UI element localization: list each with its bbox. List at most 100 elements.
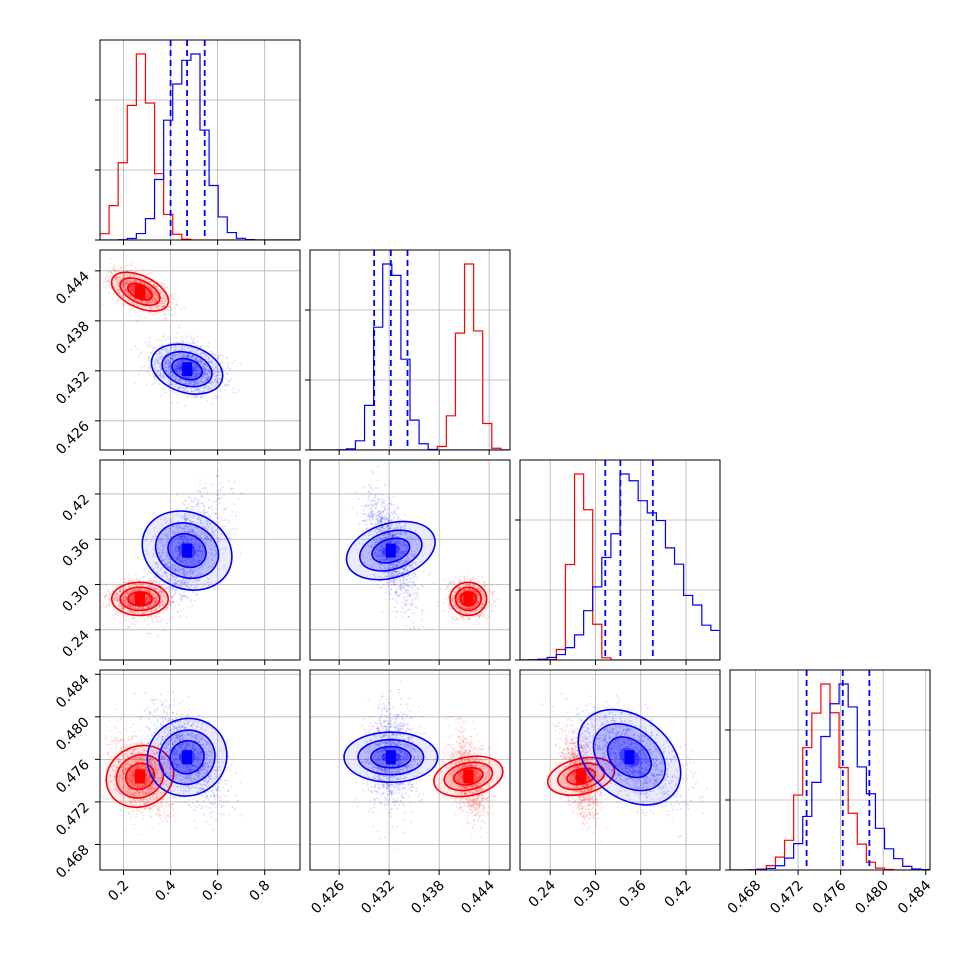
sample-point bbox=[180, 356, 183, 359]
sample-point bbox=[224, 508, 227, 510]
sample-point bbox=[184, 537, 187, 540]
sample-point bbox=[162, 335, 165, 338]
sample-point bbox=[169, 381, 172, 383]
sample-point bbox=[160, 601, 162, 604]
sample-point bbox=[117, 595, 120, 598]
sample-point bbox=[172, 541, 175, 544]
sample-point bbox=[122, 588, 125, 591]
sample-point bbox=[156, 306, 159, 309]
sample-point bbox=[194, 369, 196, 372]
sample-point bbox=[119, 278, 122, 280]
sample-point bbox=[197, 549, 200, 552]
sample-point bbox=[193, 355, 195, 357]
sample-point bbox=[124, 288, 127, 290]
histogram-red bbox=[100, 53, 300, 240]
sample-point bbox=[193, 500, 195, 503]
sample-point bbox=[184, 518, 187, 521]
sample-point bbox=[133, 274, 136, 277]
sample-point bbox=[118, 291, 121, 294]
sample-point bbox=[131, 597, 133, 599]
sample-point bbox=[115, 277, 118, 280]
sample-point bbox=[173, 376, 176, 379]
sample-point bbox=[171, 374, 174, 377]
sample-point bbox=[125, 592, 128, 595]
sample-point bbox=[167, 363, 170, 365]
sample-point bbox=[129, 306, 132, 308]
sample-point bbox=[149, 293, 152, 295]
sample-point bbox=[164, 369, 167, 372]
sample-point bbox=[174, 527, 177, 529]
sample-point bbox=[122, 607, 125, 609]
sample-point bbox=[171, 608, 173, 610]
sample-point bbox=[138, 612, 141, 615]
sample-point bbox=[156, 369, 159, 372]
sample-point bbox=[147, 624, 149, 626]
sample-point bbox=[118, 602, 121, 605]
sample-point bbox=[135, 274, 137, 277]
sample-point bbox=[164, 348, 167, 351]
sample-point bbox=[185, 355, 188, 358]
sample-point bbox=[196, 345, 199, 348]
sample-point bbox=[118, 604, 120, 607]
sample-point bbox=[135, 589, 138, 591]
sample-point bbox=[198, 366, 200, 369]
sample-point bbox=[195, 374, 198, 376]
sample-point bbox=[159, 590, 162, 592]
sample-point bbox=[167, 596, 169, 599]
sample-point bbox=[158, 591, 160, 593]
sample-point bbox=[124, 577, 127, 580]
sample-point bbox=[167, 336, 169, 338]
sample-point bbox=[168, 600, 171, 602]
sample-point bbox=[188, 539, 191, 541]
sample-point bbox=[160, 539, 163, 541]
sample-point bbox=[198, 388, 200, 391]
sample-point bbox=[126, 291, 129, 294]
sample-point bbox=[98, 285, 100, 287]
sample-point bbox=[181, 359, 184, 361]
sample-point bbox=[135, 279, 138, 282]
sample-point bbox=[124, 282, 127, 285]
sample-point bbox=[182, 387, 185, 390]
sample-point bbox=[120, 588, 122, 591]
sample-point bbox=[195, 369, 198, 372]
sample-point bbox=[182, 353, 185, 356]
sample-point bbox=[125, 298, 127, 301]
sample-point bbox=[205, 368, 208, 371]
sample-point bbox=[192, 381, 195, 383]
sample-point bbox=[153, 603, 156, 606]
sample-point bbox=[174, 366, 177, 368]
sample-point bbox=[155, 298, 158, 301]
sample-point bbox=[199, 380, 202, 382]
sample-point bbox=[130, 281, 133, 284]
sample-point bbox=[114, 277, 117, 280]
sample-point bbox=[195, 359, 198, 361]
sample-point bbox=[192, 339, 194, 342]
sample-point bbox=[129, 597, 132, 600]
sample-point bbox=[129, 610, 132, 613]
sample-point bbox=[113, 279, 116, 282]
sample-point bbox=[132, 622, 135, 625]
sample-point bbox=[207, 375, 210, 378]
sample-point bbox=[133, 589, 135, 592]
sample-point bbox=[219, 370, 222, 373]
sample-point bbox=[211, 361, 214, 363]
sample-point bbox=[184, 508, 187, 511]
sample-point bbox=[154, 294, 156, 296]
sample-point bbox=[178, 366, 181, 369]
sample-point bbox=[136, 589, 139, 591]
sample-point bbox=[156, 361, 158, 363]
sample-point bbox=[145, 599, 148, 601]
sample-point bbox=[154, 301, 157, 304]
sample-point bbox=[206, 524, 209, 527]
sample-point bbox=[146, 285, 149, 288]
sample-point bbox=[174, 355, 177, 357]
sample-point bbox=[202, 367, 205, 370]
sample-point bbox=[161, 542, 164, 544]
sample-point bbox=[114, 597, 116, 599]
sample-point bbox=[205, 384, 208, 387]
sample-point bbox=[132, 287, 135, 290]
sample-point bbox=[226, 372, 229, 375]
sample-point bbox=[133, 599, 136, 601]
sample-point bbox=[173, 378, 176, 381]
sample-point bbox=[156, 288, 159, 291]
